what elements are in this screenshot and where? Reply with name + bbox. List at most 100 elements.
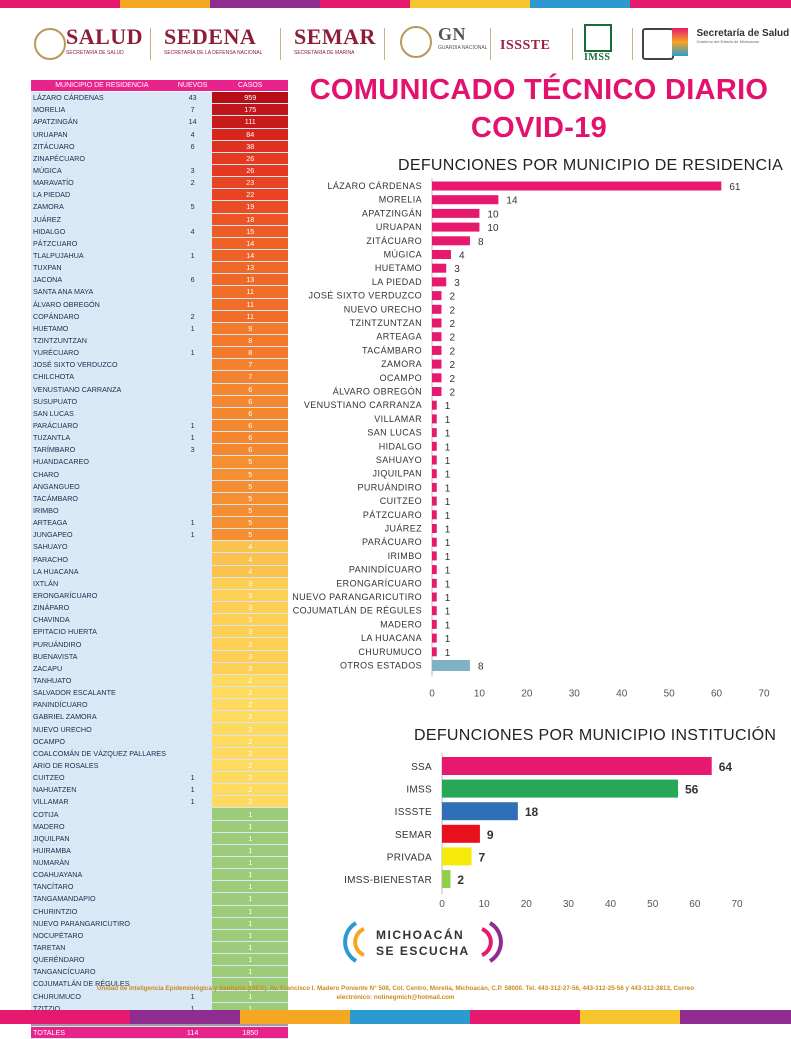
chart1-value-label: 61	[729, 182, 741, 193]
casos-cell: 3	[212, 577, 288, 590]
chart1-bar	[432, 208, 480, 218]
chart1-category-label: COJUMATLÁN DE RÉGULES	[293, 606, 422, 616]
chart1-tick-label: 10	[474, 688, 486, 699]
chart1-tick-label: 30	[569, 688, 581, 699]
chart1-category-label: TZINTZUNTZAN	[350, 318, 422, 328]
casos-cell: 6	[212, 431, 288, 445]
logo-salud: SALUD SECRETARÍA DE SALUD	[66, 24, 144, 56]
municipio-cell: ZITÁCUARO	[31, 140, 173, 153]
municipio-cell: BUENAVISTA	[31, 650, 173, 663]
municipio-cell: ÁLVARO OBREGÓN	[31, 298, 173, 311]
municipio-cell: YURÉCUARO	[31, 346, 173, 360]
table-row: MADERO 1	[31, 820, 288, 833]
municipio-cell: PÁTZCUARO	[31, 237, 173, 250]
chart1-value-label: 1	[445, 648, 451, 659]
nuevos-cell	[172, 577, 213, 590]
logo-issste: ISSSTE	[500, 38, 551, 53]
nuevos-cell	[172, 735, 213, 748]
municipio-cell: TANGANCÍCUARO	[31, 965, 173, 979]
municipio-cell: TANGAMANDAPIO	[31, 892, 173, 906]
casos-cell: 5	[212, 516, 288, 530]
municipio-cell: SALVADOR ESCALANTE	[31, 686, 173, 700]
nuevos-cell	[172, 905, 213, 918]
chart1-tick-label: 50	[664, 688, 676, 699]
municipio-cell: CUITZEO	[31, 771, 173, 785]
nuevos-cell: 3	[172, 443, 213, 457]
table-row: MÚGICA 3 26	[31, 164, 288, 178]
nuevos-cell	[172, 832, 213, 845]
chart1-category-label: PURUÁNDIRO	[357, 482, 422, 492]
chart1-value-label: 2	[449, 360, 455, 371]
nuevos-cell: 5	[172, 200, 213, 214]
table-row: IRIMBO 5	[31, 504, 288, 518]
chart1-bar	[432, 660, 470, 671]
municipio-cell: HIDALGO	[31, 225, 173, 238]
chart2-category-label: IMSS	[406, 785, 432, 796]
chart1-category-label: JIQUILPAN	[373, 469, 422, 479]
municipio-cell: COAHUAYANA	[31, 868, 173, 882]
table-row: LA PIEDAD 22	[31, 188, 288, 202]
municipio-cell: HUETAMO	[31, 322, 173, 335]
casos-cell: 1	[212, 820, 288, 833]
chart1-value-label: 1	[445, 566, 451, 577]
chart1-value-label: 1	[445, 579, 451, 590]
casos-cell: 5	[212, 492, 288, 505]
nuevos-cell: 4	[172, 225, 213, 238]
chart1-value-label: 1	[445, 483, 451, 494]
casos-cell: 1850	[212, 1026, 288, 1039]
chart1-bar	[432, 387, 442, 396]
municipio-cell: TUZANTLA	[31, 431, 173, 445]
table-row: CHARO 5	[31, 468, 288, 481]
chart1-value-label: 10	[487, 209, 499, 220]
nuevos-cell	[172, 625, 213, 639]
table-row: TUXPAN 13	[31, 261, 288, 275]
casos-cell: 1	[212, 880, 288, 894]
chart1-value-label: 8	[478, 237, 484, 248]
casos-cell: 11	[212, 285, 288, 299]
chart2-value-label: 18	[525, 805, 539, 819]
chart1-bar	[432, 236, 470, 246]
chart2-tick-label: 40	[605, 899, 617, 910]
table-row: COJUMATLÁN DE RÉGULES 1	[31, 977, 288, 991]
table-row: TZINTZUNTZAN 8	[31, 334, 288, 348]
chart1-bar	[432, 195, 499, 205]
chart1-value-label: 3	[454, 264, 460, 275]
logo-gn: GN GUARDIA NACIONAL	[438, 24, 488, 51]
nuevos-cell	[172, 540, 213, 554]
chart1-category-label: OCAMPO	[380, 373, 422, 383]
nuevos-cell: 1	[172, 516, 213, 530]
table-row: ZITÁCUARO 6 38	[31, 140, 288, 153]
nuevos-cell	[172, 601, 213, 615]
nuevos-cell	[172, 565, 213, 578]
nuevos-cell	[172, 953, 213, 967]
table-row: SUSUPUATO 6	[31, 395, 288, 408]
chart1-bar	[432, 469, 437, 479]
nuevos-cell	[172, 844, 213, 858]
table-row: COPÁNDARO 2 11	[31, 310, 288, 323]
municipio-cell: ARIO DE ROSALES	[31, 759, 173, 773]
chart1-bar	[432, 304, 442, 314]
nuevos-cell: 1	[172, 249, 213, 263]
nuevos-cell	[172, 492, 213, 505]
chart1-value-label: 4	[459, 251, 465, 262]
nuevos-cell	[172, 552, 213, 566]
table-row: PANINDÍCUARO 2	[31, 698, 288, 712]
casos-cell: 3	[212, 601, 288, 615]
chart1-bar	[432, 510, 437, 520]
chart1-bar	[432, 578, 437, 588]
municipio-cell: PARÁCUARO	[31, 419, 173, 433]
chart1-value-label: 2	[449, 333, 455, 344]
chart2-tick-label: 70	[731, 899, 743, 910]
nuevos-cell: 3	[172, 164, 213, 178]
casos-cell: 5	[212, 455, 288, 469]
municipio-cell: SAN LUCAS	[31, 407, 173, 420]
casos-cell: 2	[212, 795, 288, 809]
table-row: APATZINGÁN 14 111	[31, 115, 288, 129]
chart2-category-label: ISSSTE	[395, 807, 432, 818]
municipio-cell: JUNGAPEO	[31, 528, 173, 542]
chart2-category-label: IMSS-BIENESTAR	[344, 875, 432, 886]
table-row: CHILCHOTA 7	[31, 370, 288, 384]
nuevos-cell	[172, 334, 213, 348]
footer-email[interactable]: electrónico: notinegmich@hotmail.com	[336, 994, 455, 1001]
chart1-bar	[432, 181, 722, 191]
